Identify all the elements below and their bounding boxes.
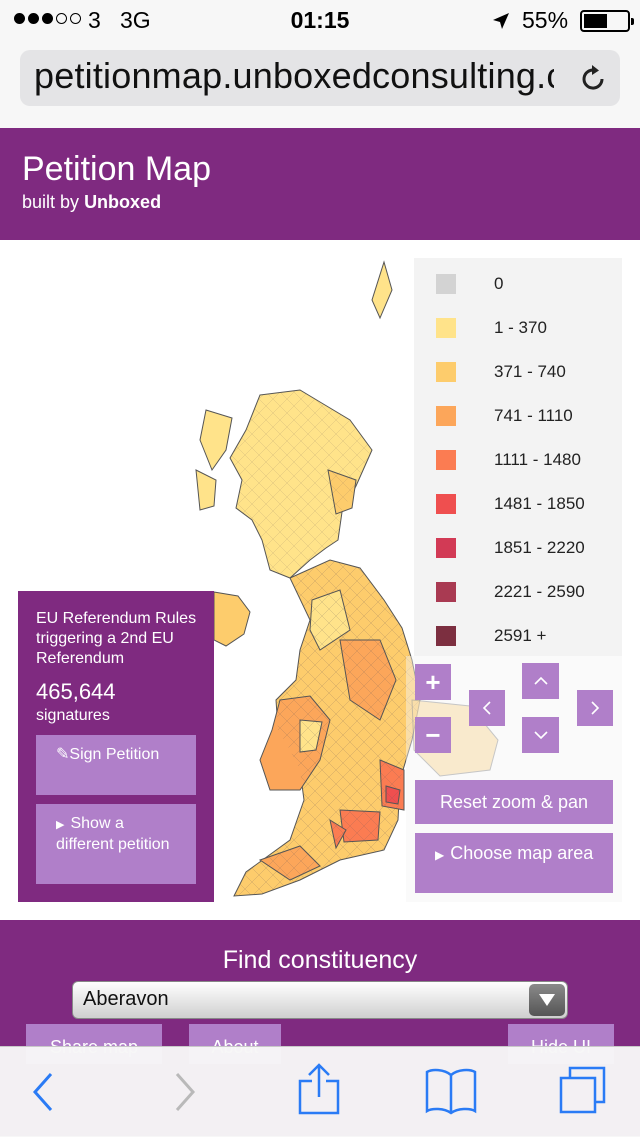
signature-count-label: signatures bbox=[36, 707, 110, 724]
constituency-select[interactable]: Aberavon bbox=[72, 981, 568, 1019]
browser-chrome: petitionmap.unboxedconsulting.com bbox=[0, 40, 640, 129]
share-icon[interactable] bbox=[296, 1063, 342, 1117]
legend-label: 371 - 740 bbox=[494, 362, 566, 381]
legend-swatch bbox=[436, 318, 456, 338]
sign-petition-button[interactable]: ✎Sign Petition bbox=[36, 735, 196, 795]
reload-icon[interactable] bbox=[576, 62, 610, 96]
legend-item: 1481 - 1850 bbox=[436, 493, 585, 515]
uk-constituency-map[interactable] bbox=[0, 240, 640, 920]
legend-label: 1 - 370 bbox=[494, 318, 547, 337]
choose-map-area-label: Choose map area bbox=[450, 843, 594, 863]
legend-swatch bbox=[436, 626, 456, 646]
forward-icon[interactable] bbox=[172, 1071, 198, 1113]
bookmarks-icon[interactable] bbox=[424, 1067, 478, 1115]
pencil-icon: ✎ bbox=[56, 746, 70, 763]
status-bar: 3 3G 01:15 55% bbox=[0, 0, 640, 40]
map-region-northern-ireland bbox=[213, 591, 251, 647]
battery-icon bbox=[580, 10, 634, 32]
petition-panel: EU Referendum Rules triggering a 2nd EU … bbox=[18, 591, 214, 902]
legend-label: 1111 - 1480 bbox=[494, 450, 581, 469]
play-icon: ▶ bbox=[435, 848, 445, 862]
choose-map-area-button[interactable]: ▶ Choose map area bbox=[415, 833, 613, 893]
url-text[interactable]: petitionmap.unboxedconsulting.com bbox=[34, 55, 554, 96]
browser-toolbar bbox=[0, 1046, 640, 1137]
network-type: 3G bbox=[120, 7, 151, 33]
legend-label: 2591 + bbox=[494, 626, 547, 645]
legend-label: 0 bbox=[494, 274, 504, 293]
legend-item: 0 bbox=[436, 273, 503, 295]
legend-swatch bbox=[436, 406, 456, 426]
legend-item: 1851 - 2220 bbox=[436, 537, 585, 559]
legend-label: 1481 - 1850 bbox=[494, 494, 585, 513]
pan-down-button[interactable] bbox=[522, 717, 559, 753]
tabs-icon[interactable] bbox=[558, 1065, 608, 1115]
battery-percent: 55% bbox=[522, 7, 569, 33]
legend-swatch bbox=[436, 582, 456, 602]
show-different-petition-label: Show a different petition bbox=[56, 815, 170, 853]
site-subtitle: built by Unboxed bbox=[22, 192, 161, 213]
chevron-right-icon bbox=[591, 701, 600, 715]
page-title: Petition Map bbox=[22, 150, 211, 188]
back-icon[interactable] bbox=[30, 1071, 56, 1113]
chevron-up-icon bbox=[533, 676, 548, 685]
pan-up-button[interactable] bbox=[522, 663, 559, 699]
legend-swatch bbox=[436, 538, 456, 558]
brand-link[interactable]: Unboxed bbox=[84, 192, 162, 212]
legend-item: 2221 - 2590 bbox=[436, 581, 585, 603]
legend-swatch bbox=[436, 450, 456, 470]
pan-right-button[interactable] bbox=[577, 690, 613, 726]
zoom-out-button[interactable]: − bbox=[415, 717, 451, 753]
map-legend: 0 1 - 370 371 - 740 741 - 1110 1111 - 1480 14… bbox=[414, 258, 622, 656]
chevron-left-icon bbox=[482, 701, 491, 715]
legend-item: 1 - 370 bbox=[436, 317, 547, 339]
legend-label: 1851 - 2220 bbox=[494, 538, 585, 557]
signal-strength-icon bbox=[14, 13, 81, 24]
carrier-name: 3 bbox=[88, 7, 101, 33]
signature-count: 465,644 bbox=[36, 679, 116, 704]
sign-petition-label: Sign Petition bbox=[69, 746, 160, 763]
address-bar[interactable]: petitionmap.unboxedconsulting.com bbox=[20, 50, 620, 106]
show-different-petition-button[interactable]: ▶ Show a different petition bbox=[36, 804, 196, 884]
legend-item: 371 - 740 bbox=[436, 361, 566, 383]
constituency-selected-value: Aberavon bbox=[83, 988, 169, 1010]
site-header: Petition Map built by Unboxed bbox=[0, 128, 640, 240]
play-icon: ▶ bbox=[56, 819, 65, 831]
legend-item: 1111 - 1480 bbox=[436, 449, 581, 471]
pan-left-button[interactable] bbox=[469, 690, 505, 726]
zoom-in-button[interactable]: + bbox=[415, 664, 451, 700]
legend-label: 741 - 1110 bbox=[494, 406, 573, 425]
dropdown-arrow-icon[interactable] bbox=[529, 984, 565, 1016]
legend-swatch bbox=[436, 494, 456, 514]
petition-title[interactable]: EU Referendum Rules triggering a 2nd EU … bbox=[36, 610, 197, 667]
legend-swatch bbox=[436, 362, 456, 382]
clock: 01:15 bbox=[290, 7, 350, 33]
legend-item: 741 - 1110 bbox=[436, 405, 573, 427]
reset-zoom-button[interactable]: Reset zoom & pan bbox=[415, 780, 613, 824]
chevron-down-icon bbox=[533, 731, 548, 740]
legend-swatch bbox=[436, 274, 456, 294]
location-arrow-icon bbox=[493, 13, 509, 29]
legend-item: 2591 + bbox=[436, 625, 546, 647]
subtitle-prefix: built by bbox=[22, 192, 80, 212]
legend-label: 2221 - 2590 bbox=[494, 582, 585, 601]
find-constituency-title: Find constituency bbox=[222, 946, 418, 974]
